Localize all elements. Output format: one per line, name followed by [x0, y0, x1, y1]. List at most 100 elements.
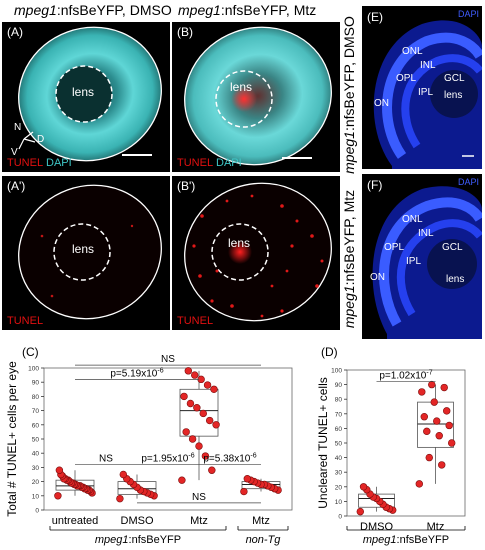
- significance-text: p=1.02x10: [379, 371, 426, 382]
- axis-nasal: N: [14, 122, 22, 133]
- gene-name: mpeg1: [178, 2, 221, 18]
- chart-c: (C)Total # TUNEL+ cells per eye 0 10 20 30 40…: [5, 345, 293, 546]
- gene-name: mpeg1: [95, 534, 129, 546]
- data-point: [195, 442, 203, 450]
- y-tick-label: 60: [335, 426, 343, 433]
- gene-name: mpeg1: [341, 131, 357, 174]
- layer-gcl: GCL: [444, 73, 465, 84]
- data-point: [356, 507, 364, 516]
- data-point: [201, 452, 210, 460]
- data-point: [186, 399, 195, 408]
- y-tick-label: 30: [335, 470, 343, 477]
- y-axis-label: Uncleared TUNEL+ cells: [316, 377, 330, 509]
- layer-onl: ONL: [402, 214, 423, 225]
- panel-a-prime-micrograph: [18, 184, 162, 320]
- lens-label: lens: [72, 85, 95, 99]
- panel-b-micrograph: [184, 26, 332, 166]
- y-tick-label: 0: [35, 508, 39, 515]
- data-point: [184, 367, 193, 375]
- significance-text: p=5.19x10: [110, 368, 157, 379]
- data-point: [240, 487, 248, 496]
- data-point: [212, 421, 220, 429]
- data-point: [55, 466, 64, 474]
- significance-text: NS: [99, 454, 113, 465]
- x-tick-label: Mtz: [252, 515, 270, 527]
- panel-b-image: (B) lens TUNEL DAPI: [172, 22, 340, 172]
- y-tick-label: 100: [331, 368, 342, 375]
- y-tick-label: 70: [32, 408, 40, 415]
- y-tick-label: 10: [335, 499, 343, 506]
- significance-label: p=5.19x10-6: [110, 367, 163, 379]
- y-tick-label: 20: [32, 479, 40, 486]
- panel-label: (A'): [7, 179, 26, 193]
- y-tick-label: 80: [335, 397, 343, 404]
- data-point: [445, 421, 453, 430]
- significance-exponent: -6: [250, 453, 256, 460]
- significance-exponent: -6: [188, 453, 194, 460]
- lens-label: lens: [230, 80, 253, 94]
- y-tick-label: 40: [32, 451, 40, 458]
- panel-f-image: (F) DAPI ONL INL OPL GCL IPL lens ON: [362, 174, 482, 339]
- y-tick-label: 70: [335, 411, 343, 418]
- data-point: [119, 470, 128, 479]
- tunel-stain-label: TUNEL: [177, 315, 214, 327]
- group-label: mpeg1:nfsBeYFP: [95, 534, 181, 546]
- y-tick-label: 40: [335, 455, 343, 462]
- significance-text: p=1.95x10: [141, 454, 188, 465]
- significance-label: NS: [161, 354, 175, 365]
- data-point: [443, 407, 451, 415]
- data-point: [205, 416, 214, 425]
- significance-text: NS: [192, 492, 206, 503]
- significance-text: p=5.38x10: [203, 454, 250, 465]
- significance-label: NS: [192, 492, 206, 503]
- y-tick-label: 20: [335, 484, 343, 491]
- panel-e-image: (E) DAPI ONL INL OPL GCL IPL lens ON: [362, 6, 482, 169]
- condition-text: :nfsBeYFP, DMSO: [341, 16, 357, 132]
- data-point: [178, 476, 186, 484]
- y-tick-label: 90: [32, 380, 40, 387]
- data-point: [203, 381, 212, 389]
- panel-label: (C): [22, 345, 39, 359]
- panel-b-prime-micrograph: [184, 182, 332, 322]
- chart-d: (D) Uncleared TUNEL+ cells 0 10 20 30 40 50 60 70…: [316, 345, 466, 546]
- panel-a-image: (A) lens N D V TUNEL DAPI: [2, 22, 170, 172]
- gene-name: mpeg1: [363, 534, 397, 546]
- x-tick-label: Mtz: [427, 521, 445, 533]
- dapi-stain-label: DAPI: [458, 9, 480, 19]
- layer-on: ON: [374, 98, 389, 109]
- tunel-stain-label: TUNEL: [177, 157, 214, 169]
- layer-onl: ONL: [402, 46, 423, 57]
- layer-opl: OPL: [396, 73, 417, 84]
- condition-text: :nfsBeYFP: [397, 534, 450, 546]
- layer-ipl: IPL: [418, 87, 434, 98]
- title-panel-f: mpeg1:nfsBeYFP, Mtz: [341, 179, 359, 339]
- dapi-stain-label: DAPI: [458, 177, 480, 187]
- data-point: [418, 388, 426, 396]
- layer-inl: INL: [420, 60, 436, 71]
- data-point: [430, 398, 438, 406]
- data-point: [423, 427, 431, 436]
- title-panel-b: mpeg1:nfsBeYFP, Mtz: [178, 2, 316, 18]
- y-tick-label: 80: [32, 394, 40, 401]
- y-tick-label: 50: [335, 441, 343, 448]
- lens-label: lens: [446, 274, 465, 285]
- y-axis-label: Total # TUNEL+ cells per eye: [5, 361, 19, 517]
- panel-a-prime-image: (A') lens TUNEL: [2, 176, 170, 330]
- data-point: [359, 483, 368, 491]
- significance-label: p=5.38x10-6: [203, 453, 256, 465]
- y-tick-label: 30: [32, 465, 40, 472]
- layer-gcl: GCL: [442, 242, 463, 253]
- layer-ipl: IPL: [406, 256, 422, 267]
- x-tick-label: DMSO: [360, 521, 393, 533]
- data-point: [425, 453, 433, 462]
- data-point: [420, 413, 428, 421]
- panel-label: (F): [367, 178, 383, 192]
- data-point: [243, 475, 252, 483]
- significance-label: NS: [99, 454, 113, 465]
- x-tick-label: DMSO: [121, 515, 154, 527]
- lens-label: lens: [72, 242, 95, 256]
- tunel-stain-label: TUNEL: [7, 157, 44, 169]
- axis-dorsal: D: [37, 134, 45, 145]
- y-tick-label: 90: [335, 382, 343, 389]
- y-tick-label: 60: [32, 422, 40, 429]
